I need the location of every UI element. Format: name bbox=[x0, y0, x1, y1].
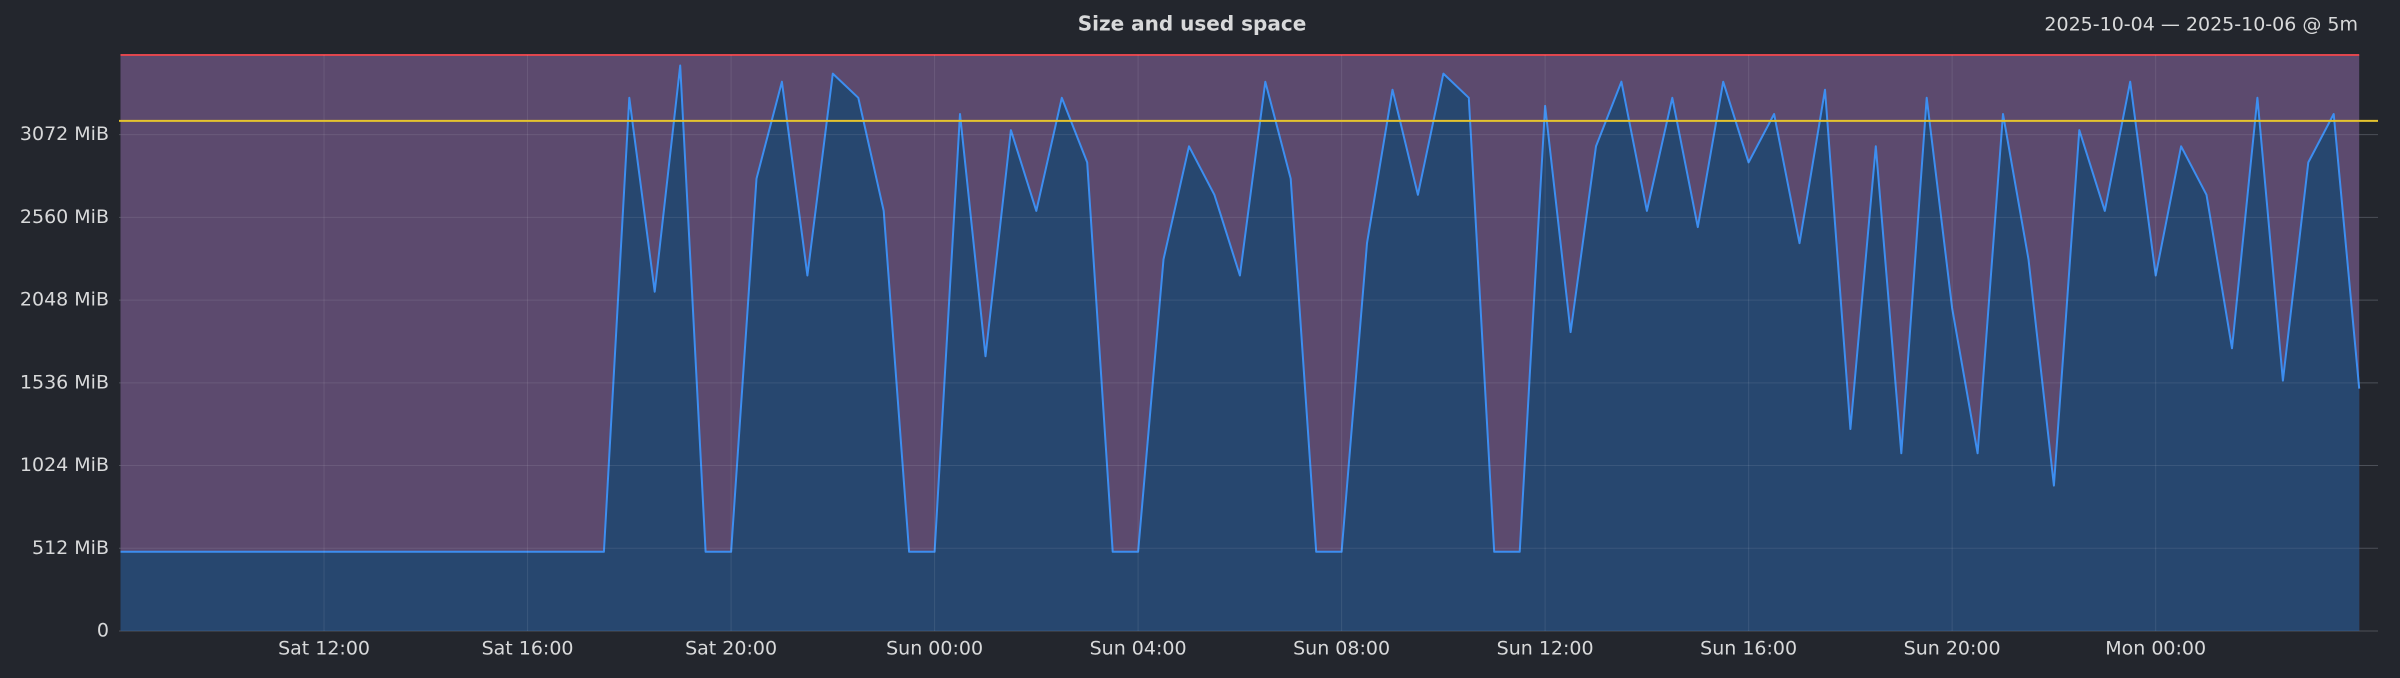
y-tick-label: 2560 MiB bbox=[20, 206, 109, 228]
y-tick-label: 1024 MiB bbox=[20, 454, 109, 476]
time-range: 2025-10-04 — 2025-10-06 @ 5m bbox=[2044, 14, 2358, 36]
y-tick-label: 1536 MiB bbox=[20, 371, 109, 393]
x-tick-label: Sun 20:00 bbox=[1904, 638, 2001, 660]
x-tick-label: Sun 08:00 bbox=[1293, 638, 1390, 660]
chart-title: Size and used space bbox=[1078, 12, 1307, 36]
x-tick-label: Sun 12:00 bbox=[1497, 638, 1594, 660]
y-tick-label: 2048 MiB bbox=[20, 289, 109, 311]
x-tick-label: Sat 20:00 bbox=[685, 638, 777, 660]
x-tick-label: Sun 04:00 bbox=[1090, 638, 1187, 660]
y-tick-label: 512 MiB bbox=[32, 537, 109, 559]
y-tick-label: 3072 MiB bbox=[20, 123, 109, 145]
x-tick-label: Sat 12:00 bbox=[278, 638, 370, 660]
series-area bbox=[120, 65, 2360, 631]
y-tick-label: 0 bbox=[97, 620, 109, 642]
series-line bbox=[120, 64, 2361, 553]
x-tick-label: Sun 16:00 bbox=[1700, 638, 1797, 660]
x-tick-label: Mon 00:00 bbox=[2105, 638, 2206, 660]
x-tick-label: Sun 00:00 bbox=[886, 638, 983, 660]
x-tick-label: Sat 16:00 bbox=[482, 638, 574, 660]
